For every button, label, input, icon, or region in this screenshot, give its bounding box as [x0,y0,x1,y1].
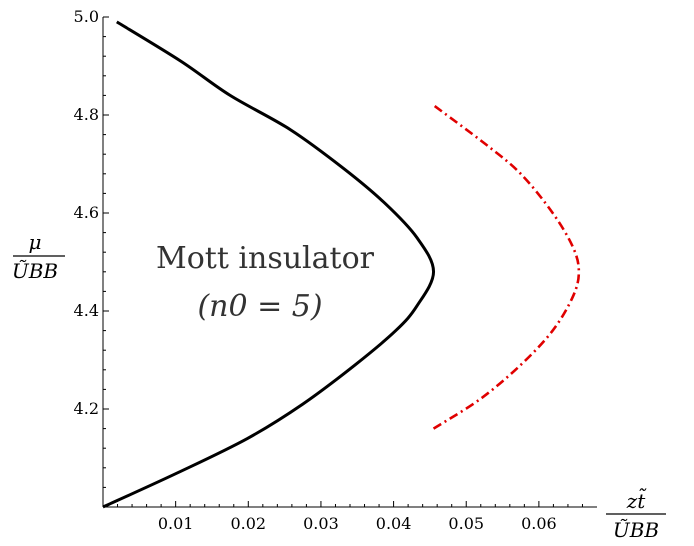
y-axis-label: μ ŨBB [12,230,65,283]
series-line-solid [102,20,436,509]
x-tick-label: 0.03 [303,514,339,533]
x-tick-label: 0.02 [230,514,266,533]
y-tick-label: 4.6 [74,203,99,222]
series-line-dashdot [432,104,581,430]
x-label-numerator: zt̃ [626,487,647,513]
y-tick-label: 4.4 [74,301,99,320]
y-tick-label: 4.8 [74,105,99,124]
x-label-denominator: ŨBB [613,518,659,542]
x-axis-label: zt̃ ŨBB [606,487,666,542]
y-tick-label: 4.2 [74,399,99,418]
y-label-numerator: μ [29,230,42,254]
y-tick-label: 5.0 [74,7,99,26]
x-tick-label: 0.01 [158,514,194,533]
annotation-filling: (n0 = 5) [197,289,322,324]
curves [102,20,581,509]
annotation-mott-insulator: Mott insulator [156,241,375,276]
axes: 0.01 0.02 0.03 0.04 0.05 0.06 4.2 4.4 4.6 4.8 5.0 [74,7,597,533]
x-tick-label: 0.05 [448,514,484,533]
x-tick-label: 0.04 [376,514,412,533]
y-label-denominator: ŨBB [12,259,58,283]
x-tick-label: 0.06 [521,514,557,533]
